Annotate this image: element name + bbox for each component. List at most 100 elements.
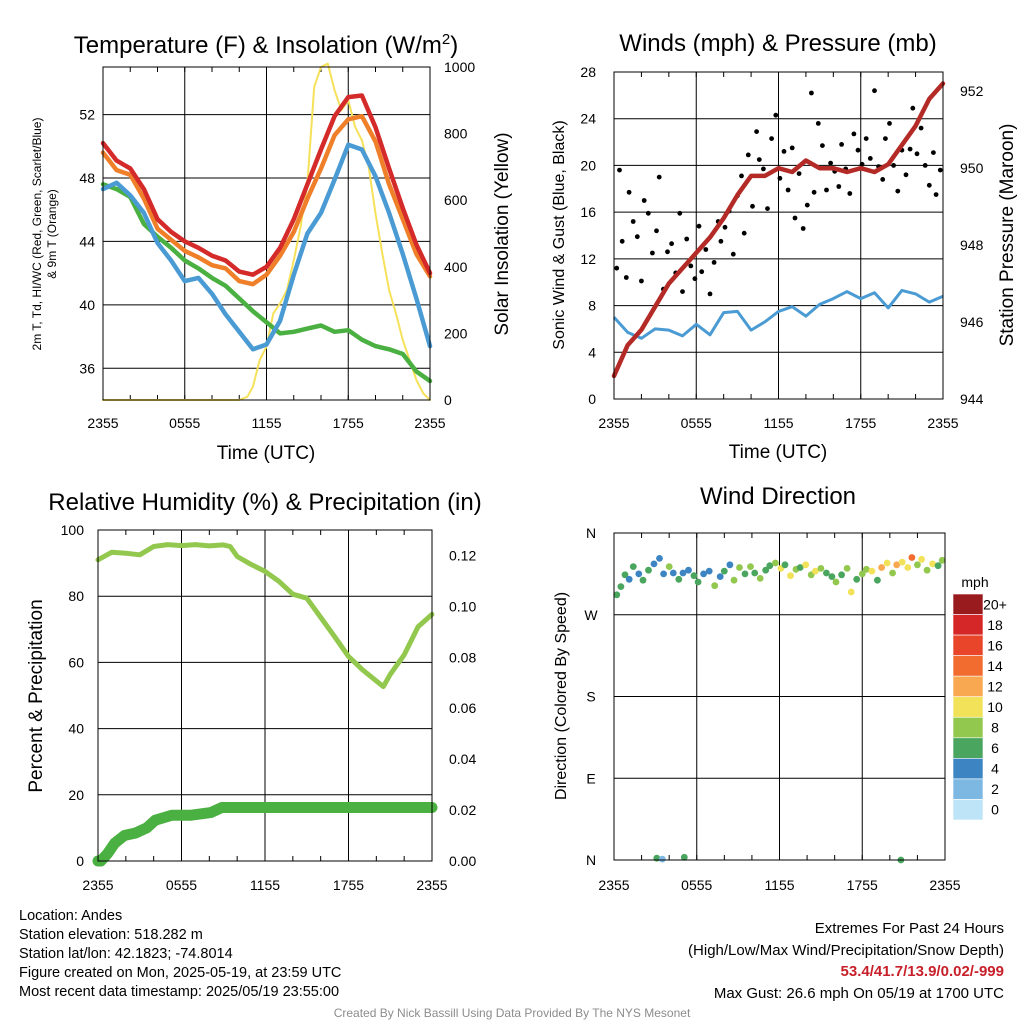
max-gust: Max Gust: 26.6 mph On 05/19 at 1700 UTC [713, 984, 1004, 1002]
wind-y-tick-label: 28 [580, 64, 596, 80]
wind-gust-point [677, 210, 683, 216]
wind-direction-point [665, 563, 673, 570]
wind-gust-point [739, 173, 744, 179]
temp-x-tick-label: 0555 [169, 415, 200, 431]
precipitation-line [92, 802, 438, 867]
wind-gust-point [684, 236, 690, 242]
wind-direction-point [747, 563, 754, 570]
rh-right-tick-label: 0.08 [449, 649, 476, 665]
wind-gust-point [619, 238, 625, 244]
dir-x-tick-label: 2355 [598, 877, 629, 893]
wind-gust-point [761, 166, 766, 172]
wind-gust-point [745, 152, 751, 158]
wind-y-tick-label: 8 [588, 298, 596, 314]
wind-y-axis-label: Sonic Wind & Gust (Blue, Black) [551, 120, 568, 349]
wind-plot-frame [613, 71, 944, 400]
rh-right-tick-label: 0.02 [449, 802, 476, 818]
wind-direction-point [726, 561, 734, 569]
wind-direction-point [929, 560, 936, 568]
legend-swatch [952, 737, 984, 759]
rh-x-tick-label: 2355 [416, 877, 447, 893]
temp-series-line-4 [102, 62, 431, 401]
wind-direction-point [787, 572, 794, 580]
wind-direction-point [853, 575, 861, 583]
wind-direction-point [741, 570, 749, 578]
legend-label: 0 [991, 802, 999, 818]
wind-x-axis-label: Time (UTC) [729, 442, 828, 463]
rh-right-tick-label: 0.04 [449, 751, 476, 767]
temp-series-line-2 [100, 142, 433, 352]
wind-gust-point [777, 175, 783, 181]
wind-gust-point [699, 269, 705, 275]
rh-x-tick-label: 2355 [82, 877, 113, 893]
wind-gust-point [903, 172, 909, 178]
wind-gust-point [931, 150, 936, 156]
wind-direction-point [690, 572, 698, 580]
wind-gust-point [907, 146, 913, 152]
wind-direction-point [730, 576, 738, 584]
wind-y-tick-label: 20 [580, 157, 596, 173]
wind-gust-point [634, 234, 640, 240]
wind-gust-point [887, 121, 892, 126]
wind-gust-point [933, 192, 939, 198]
wind-direction-point [934, 562, 942, 570]
wind-gust-point [639, 278, 644, 284]
wind-direction-point [766, 562, 774, 570]
temp-title-main: Temperature (F) & Insolation (W/m [74, 32, 442, 59]
wind-gust-point [773, 112, 779, 118]
wind-gust-point [641, 198, 647, 203]
wind-gust-point [703, 247, 709, 252]
rh-y-axis-label: Percent & Precipitation [26, 599, 47, 792]
temp-x-tick-label: 1755 [333, 415, 364, 431]
legend-label: 6 [991, 740, 999, 756]
legend-label: 4 [991, 761, 999, 777]
temp-right-tick-label: 0 [444, 392, 452, 408]
temp-title: Temperature (F) & Insolation (W/m2) [74, 31, 458, 59]
dir-x-tick-label: 1755 [847, 877, 878, 893]
temp-y-axis-label-1: 2m T, Td, HI/WC (Red, Green, Scarlet/Blu… [30, 118, 44, 351]
wind-gust-point [680, 289, 685, 294]
wind-gust-point [654, 228, 659, 234]
legend-swatch [952, 655, 984, 677]
dir-y-axis-label: Direction (Colored By Speed) [553, 592, 570, 800]
wind-direction-point [675, 575, 683, 583]
wind-title: Winds (mph) & Pressure (mb) [619, 30, 936, 57]
wind-direction-point [889, 569, 896, 577]
wind-gust-point [918, 125, 924, 131]
temp-x-tick-label: 2355 [87, 415, 118, 431]
wind-direction-point [868, 567, 876, 575]
wind-gust-point [867, 156, 873, 161]
wind-gust-point [811, 189, 817, 195]
temp-y-tick-label: 52 [79, 107, 95, 123]
wind-gust-point [872, 88, 877, 94]
wind-speed-line [612, 288, 944, 340]
temp-y-tick-label: 36 [79, 360, 95, 376]
temp-right-tick-label: 400 [444, 259, 468, 275]
wind-gust-point [804, 202, 810, 208]
wind-direction-point [898, 558, 906, 566]
dir-title: Wind Direction [700, 483, 856, 510]
legend-label: 20+ [983, 596, 1007, 612]
wind-gust-point [669, 241, 674, 247]
wind-direction-point [908, 554, 916, 561]
wind-direction-point [838, 571, 845, 579]
temperature-panel: 2355 0555 1155 1755 2355 36 40 44 48 52 0 200 400 600… [30, 31, 513, 464]
wind-direction-point [645, 566, 652, 574]
rh-y-tick-label: 80 [68, 588, 84, 604]
wind-gust-point [626, 189, 632, 195]
extremes-box: Extremes For Past 24 Hours (High/Low/Max… [688, 918, 1004, 1004]
wind-gust-point [859, 161, 865, 167]
wind-direction-point [658, 855, 666, 863]
recent-timestamp: Most recent data timestamp: 2025/05/19 2… [19, 984, 340, 1000]
rh-title: Relative Humidity (%) & Precipitation (i… [48, 489, 481, 516]
legend-swatch [952, 696, 984, 718]
wind-y-tick-label: 0 [588, 391, 596, 407]
wind-direction-point [874, 576, 881, 584]
legend-swatch [952, 716, 984, 739]
rh-y-tick-label: 60 [68, 654, 84, 670]
wind-direction-point [680, 853, 688, 861]
legend-swatch [952, 614, 984, 636]
wind-gust-point [630, 219, 636, 224]
wind-gust-point [855, 147, 861, 153]
